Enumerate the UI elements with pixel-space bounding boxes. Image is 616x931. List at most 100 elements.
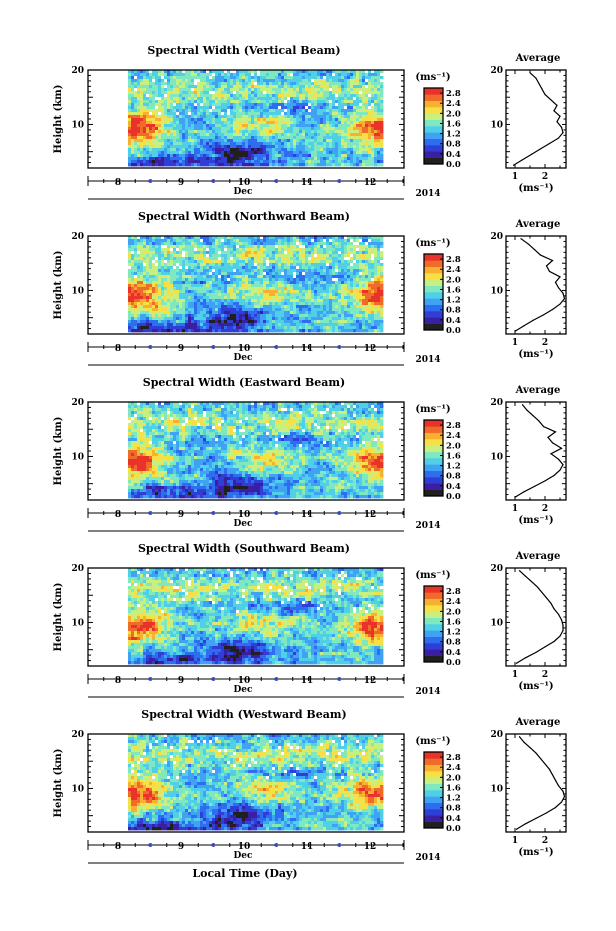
heatmap-cell — [215, 278, 219, 282]
heatmap-cell — [239, 133, 243, 137]
heatmap-cell — [152, 266, 156, 270]
heatmap-cell — [137, 320, 141, 324]
heatmap-cell — [317, 290, 321, 294]
heatmap-cell — [257, 272, 261, 276]
heatmap-cell — [263, 248, 267, 252]
heatmap-cell — [344, 145, 348, 149]
heatmap-cell — [239, 118, 243, 122]
heatmap-cell — [236, 302, 240, 306]
heatmap-cell — [185, 76, 189, 80]
heatmap-cell — [155, 142, 159, 146]
heatmap-cell — [221, 82, 225, 86]
heatmap-cell — [137, 308, 141, 312]
heatmap-cell — [194, 314, 198, 318]
heatmap-cell — [266, 257, 270, 261]
heatmap-cell — [245, 115, 249, 119]
heatmap-cell — [233, 160, 237, 164]
heatmap-cell — [227, 133, 231, 137]
heatmap-cell — [338, 121, 342, 125]
heatmap-cell — [275, 260, 279, 264]
heatmap-cell — [155, 100, 159, 104]
heatmap-cell — [242, 284, 246, 288]
heatmap-cell — [239, 151, 243, 155]
heatmap-cell — [155, 136, 159, 140]
day-boundary-marker — [148, 179, 152, 183]
heatmap-cell — [131, 85, 135, 89]
heatmap-cell — [185, 242, 189, 246]
heatmap-cell — [155, 94, 159, 98]
heatmap-cell — [245, 136, 249, 140]
heatmap-cell — [152, 281, 156, 285]
heatmap-cell — [335, 124, 339, 128]
heatmap-cell — [170, 242, 174, 246]
heatmap-cell — [164, 109, 168, 113]
heatmap-cell — [137, 323, 141, 327]
heatmap-cell — [371, 82, 375, 86]
heatmap-cell — [374, 88, 378, 92]
heatmap-cell — [191, 284, 195, 288]
heatmap-cell — [212, 323, 216, 327]
heatmap-cell — [143, 278, 147, 282]
heatmap-cell — [134, 94, 138, 98]
heatmap-cell — [221, 112, 225, 116]
heatmap-cell — [290, 163, 294, 167]
heatmap-cell — [311, 302, 315, 306]
heatmap-cell — [185, 124, 189, 128]
heatmap-cell — [332, 127, 336, 131]
heatmap-cell — [164, 308, 168, 312]
heatmap-cell — [197, 242, 201, 246]
heatmap-cell — [194, 296, 198, 300]
heatmap-cell — [143, 142, 147, 146]
heatmap-cell — [236, 88, 240, 92]
heatmap-cell — [221, 115, 225, 119]
heatmap-cell — [158, 290, 162, 294]
heatmap-cell — [206, 133, 210, 137]
heatmap-cell — [212, 133, 216, 137]
heatmap-cell — [302, 151, 306, 155]
heatmap-cell — [287, 281, 291, 285]
heatmap-cell — [272, 281, 276, 285]
average-profile-line — [513, 72, 564, 166]
heatmap-cell — [314, 160, 318, 164]
heatmap-cell — [275, 73, 279, 77]
heatmap-cell — [221, 103, 225, 107]
heatmap-cell — [137, 112, 141, 116]
heatmap-cell — [344, 139, 348, 143]
heatmap-cell — [284, 82, 288, 86]
heatmap-cell — [275, 302, 279, 306]
heatmap-cell — [200, 133, 204, 137]
heatmap-cell — [161, 266, 165, 270]
heatmap-cell — [203, 142, 207, 146]
heatmap-cell — [197, 254, 201, 258]
heatmap-cell — [380, 151, 384, 155]
heatmap-cell — [341, 157, 345, 161]
heatmap-cell — [245, 287, 249, 291]
heatmap-cell — [227, 272, 231, 276]
heatmap-cell — [224, 287, 228, 291]
heatmap-cell — [146, 245, 150, 249]
heatmap-cell — [209, 82, 213, 86]
heatmap-cell — [236, 103, 240, 107]
heatmap-cell — [203, 82, 207, 86]
heatmap-cell — [305, 302, 309, 306]
heatmap-cell — [233, 76, 237, 80]
heatmap-cell — [305, 163, 309, 167]
heatmap-cell — [191, 299, 195, 303]
heatmap-cell — [242, 76, 246, 80]
heatmap-cell — [203, 115, 207, 119]
heatmap-cell — [227, 275, 231, 279]
heatmap-cell — [284, 290, 288, 294]
heatmap-cell — [290, 154, 294, 158]
heatmap-cell — [245, 91, 249, 95]
heatmap-cell — [239, 139, 243, 143]
heatmap-cell — [242, 266, 246, 270]
heatmap-cell — [335, 115, 339, 119]
heatmap-cell — [293, 293, 297, 297]
heatmap-cell — [200, 263, 204, 267]
heatmap-cell — [143, 287, 147, 291]
heatmap-cell — [281, 260, 285, 264]
heatmap-cell — [227, 94, 231, 98]
heatmap-cell — [284, 76, 288, 80]
heatmap-cell — [248, 248, 252, 252]
heatmap-cell — [182, 329, 186, 333]
